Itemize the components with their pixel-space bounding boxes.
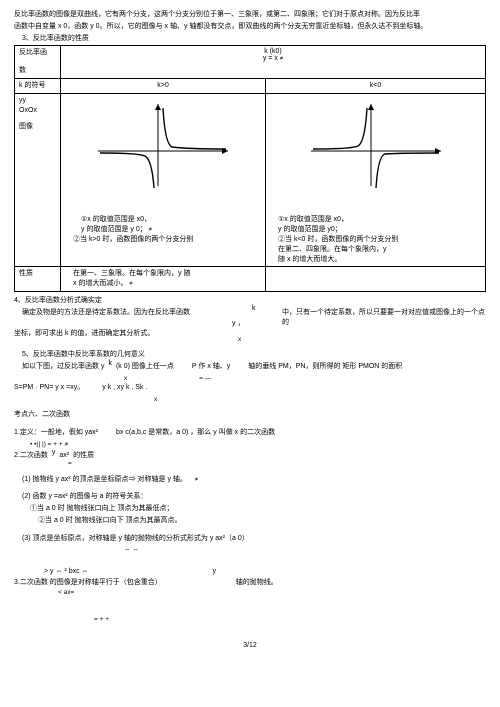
p7sub: = — xyxy=(199,375,211,382)
p5-k: k xyxy=(252,304,256,314)
p7k: k xyxy=(108,359,112,369)
hyperbola-kpos xyxy=(88,96,238,191)
s6-d4b: ②当 a 0 时 抛物线张口向下 顶点为其最高点。 xyxy=(38,516,486,526)
p8x: x xyxy=(154,395,486,404)
extra-l1: 在第一、三象限。在每个象限内，y 随 xyxy=(73,269,261,279)
d6b: 轴的抛物线。 xyxy=(236,578,278,588)
cell-func-label: 反比率函 xyxy=(15,46,61,65)
cell-graph-left xyxy=(61,93,266,213)
property-table: 反比率函 k (k0) y = x ≠ 数 k 的符号 k>0 k<0 yy O… xyxy=(14,45,486,292)
s6-d6-line2: 3.二次函数 的图像是对称轴平行于（包含重合） 轴的抛物线。 xyxy=(14,578,486,588)
cell-empty xyxy=(61,64,486,78)
lbl-oxox: OxOx xyxy=(19,106,56,116)
s6-d3: (1) 抛物线 y ax² 的顶点是坐标原点⇒ 对称轴是 y 轴。 ≠ xyxy=(22,475,486,485)
s6-d5sub: ⇔ ⇔ xyxy=(124,545,486,554)
sec6-title: 考点六、二次函数 xyxy=(14,410,486,420)
table-row: yy OxOx 图像 xyxy=(15,93,486,213)
p8r: y k , xy k , Sk . xyxy=(102,383,147,393)
d1-sub: • •(| |) = + + ≠ xyxy=(30,440,486,449)
intro-line-2: 函数中自变量 x 0，函数 y 0。所以，它的图像与 x 轴、y 轴都没有交点，… xyxy=(14,22,486,32)
p7b: (k 0) 图像上任一点 xyxy=(116,362,174,372)
p7a: 如以下图，过反比率函数 y xyxy=(22,362,104,372)
cell-ksign: k 的符号 xyxy=(15,79,61,94)
extra-l2: x 的增大而减小。 ≠ xyxy=(73,279,261,289)
cell-kneg: k<0 xyxy=(266,79,486,94)
p5-line1: 确定及物是的方法还是待定系数法。因为在反比率函数 k 中，只有一个待定系数，所以… xyxy=(22,308,486,318)
d6-frac: > y ⇔ ² bxc ⇔ xyxy=(44,567,89,577)
d6-bot: < ax= xyxy=(58,588,486,597)
d2a-p2: 的性质 xyxy=(73,451,94,461)
s6-d6: > y ⇔ ² bxc ⇔ y xyxy=(14,567,486,577)
cell-graph-right xyxy=(266,93,486,213)
formula-k: k xyxy=(264,48,268,55)
p8a: S=PM · PN= y x =xy。 xyxy=(14,383,84,393)
cell-desc-right: ①x 的取值范围是 x0， y 的取值范围是 y0； ②当 k<0 时，函数图像… xyxy=(266,213,486,266)
intro-line-1: 反比率函数的图像是双曲线，它有两个分支，这两个分支分别位于第一、三象限，或第二、… xyxy=(14,10,486,20)
d6-y: y xyxy=(213,567,217,577)
desc-r1: ①x 的取值范围是 x0， xyxy=(278,215,481,225)
p8: S=PM · PN= y x =xy。 y k , xy k , Sk . xyxy=(14,383,486,393)
d6a: 3.二次函数 的图像是对称轴平行于（包含重合） xyxy=(14,578,162,588)
cell-kpos: k>0 xyxy=(61,79,266,94)
cell-prop-right-extra xyxy=(266,267,486,292)
p5-eq: y ， xyxy=(232,319,500,329)
p7b2: P 作 x 轴、y xyxy=(192,362,230,372)
d6-extra: = + + xyxy=(94,615,486,624)
formula-yx: y = x ≠ xyxy=(65,55,481,62)
s6-d1: 1.定义：一般地，假如 yax² bx c(a,b,c 是常数，a 0) ，那么… xyxy=(14,428,486,438)
table-row: k 的符号 k>0 k<0 xyxy=(15,79,486,94)
cell-formula: k (k0) y = x ≠ xyxy=(61,46,486,65)
hyperbola-kneg xyxy=(301,96,451,191)
lbl-yy: yy xyxy=(19,96,56,106)
d1b: bx c(a,b,c 是常数，a 0) ，那么 y 叫做 x 的二次函数 xyxy=(116,428,275,438)
table-row: 反比率函 k (k0) y = x ≠ xyxy=(15,46,486,65)
p7x: x xyxy=(124,375,127,382)
desc-l3: ②当 k>0 时，函数图像的两个分支分别 xyxy=(73,235,261,245)
d2eq: = xyxy=(68,459,486,468)
desc-r5: 随 x 的增大而增大。 xyxy=(278,255,481,265)
p5l1: 确定及物是的方法还是待定系数法。因为在反比率函数 xyxy=(22,309,190,316)
desc-l2: y 的取值范围是 y 0； ≠ xyxy=(81,225,261,235)
desc-r2: y 的取值范围是 y0； xyxy=(278,225,481,235)
lbl-image: 图像 xyxy=(19,122,56,132)
cell-prop-left-extra: 在第一、三象限。在每个象限内，y 随 x 的增大而减小。 ≠ xyxy=(61,267,266,292)
table-row: ①x 的取值范围是 x0， y 的取值范围是 y 0； ≠ ②当 k>0 时，函… xyxy=(15,213,486,266)
d2a-p1: 2.二次函数 xyxy=(14,451,48,461)
p4: 4、反比率函数分析式确实定 xyxy=(14,296,486,306)
p7c: 轴的垂线 PM，PN，则所得的 矩形 PMON 的面积 xyxy=(248,362,402,372)
d1a: 1.定义：一般地，假如 yax² xyxy=(14,428,98,438)
page-footer: 3/12 xyxy=(0,641,500,651)
table-row: 性质 在第一、三象限。在每个象限内，y 随 x 的增大而减小。 ≠ xyxy=(15,267,486,292)
s6-d5: (3) 顶点是坐标原点，对称轴是 y 轴的抛物线的分析式形式为 y ax²（a … xyxy=(22,534,486,544)
p7-sub: x = — xyxy=(124,374,486,383)
p6: 5、反比率函数中反比率系数的几何意义 xyxy=(22,350,486,360)
p7: 如以下图，过反比率函数 y k (k 0) 图像上任一点 P 作 x 轴、y 轴… xyxy=(22,362,486,372)
p5-x: x xyxy=(238,335,500,344)
cell-shu: 数 xyxy=(15,64,61,78)
desc-r3: ②当 k<0 时，函数图像的两个分支分别 xyxy=(278,235,481,245)
desc-l1: ①x 的取值范围是 x0， xyxy=(81,215,261,225)
d2y: y xyxy=(52,448,56,458)
cell-desc-left: ①x 的取值范围是 x0， y 的取值范围是 y 0； ≠ ②当 k>0 时，函… xyxy=(61,213,266,266)
cell-graph-label: yy OxOx 图像 xyxy=(15,93,61,213)
desc-r4: 在第二、四象限。在每个象限内，y xyxy=(278,245,481,255)
table-row: 数 xyxy=(15,64,486,78)
intro-line-3: 3、反比率函数的性质 xyxy=(22,34,486,44)
d2ax2: ax² xyxy=(59,451,69,461)
cell-prop: 性质 xyxy=(15,267,61,292)
cell-empty2 xyxy=(15,213,61,266)
s6-d4: (2) 函数 y =ax² 的图像与 a 的符号关系： xyxy=(22,492,486,502)
formula-k0: (k0) xyxy=(270,48,282,55)
s6-d4a: ①当 a 0 时 抛物线张口向上 顶点为其最低点； xyxy=(30,504,486,514)
